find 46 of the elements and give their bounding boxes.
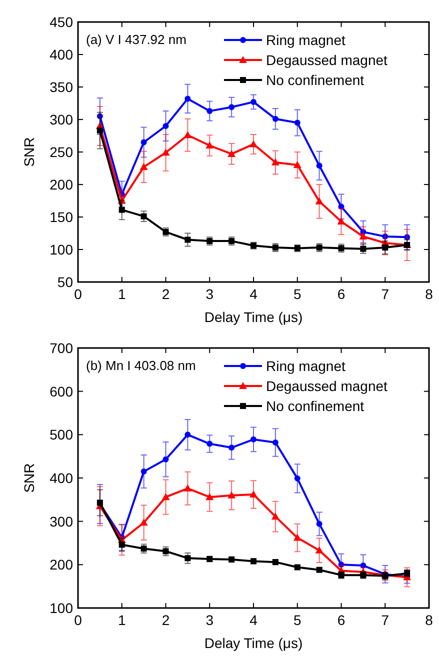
y-tick-label: 200 [50,176,74,192]
x-tick-label: 1 [118,612,126,628]
y-axis-title: SNR [21,463,37,493]
x-tick-label: 3 [206,612,214,628]
x-tick-label: 5 [293,612,302,628]
y-tick-label: 300 [50,513,74,530]
x-tick-label: 2 [162,612,170,628]
y-tick-label: 200 [50,556,74,573]
x-tick-label: 4 [250,286,258,302]
x-tick-label: 0 [74,286,82,302]
x-axis-title: Delay Time (μs) [204,309,303,325]
legend-label: Ring magnet [266,358,346,374]
legend-label: Degaussed magnet [266,378,388,394]
x-tick-label: 1 [118,286,126,302]
text: (b) Mn I 403.08 nm [86,358,196,373]
legend-label: Ring magnet [266,32,346,48]
x-tick-label: 2 [162,286,170,302]
y-tick-label: 400 [50,470,74,486]
text: (a) V I 437.92 nm [86,32,186,47]
y-tick-label: 450 [50,14,74,30]
y-tick-label: 100 [50,242,74,258]
x-tick-label: 7 [381,612,390,628]
x-tick-label: 7 [381,286,390,302]
x-tick-label: 3 [206,286,214,302]
x-tick-label: 5 [293,286,302,302]
x-tick-label: 0 [74,612,82,628]
x-tick-label: 6 [337,612,346,628]
y-tick-label: 50 [57,274,74,290]
x-tick-label: 8 [425,286,434,302]
legend-label: No confinement [266,72,364,88]
y-tick-label: 500 [50,426,74,443]
y-tick-label: 350 [50,79,74,95]
x-axis-title: Delay Time (μs) [204,635,303,651]
x-tick-label: 4 [250,612,258,628]
y-axis-title: SNR [21,137,37,167]
y-tick-label: 100 [50,600,74,616]
legend-label: No confinement [266,398,364,414]
y-tick-label: 150 [50,209,74,225]
y-tick-label: 600 [50,383,74,400]
x-tick-label: 8 [425,612,434,628]
y-tick-label: 400 [50,46,74,62]
y-tick-label: 300 [50,112,74,128]
y-tick-label: 700 [50,340,74,356]
y-tick-label: 250 [50,144,74,160]
x-tick-label: 6 [337,286,346,302]
legend-label: Degaussed magnet [266,52,388,68]
